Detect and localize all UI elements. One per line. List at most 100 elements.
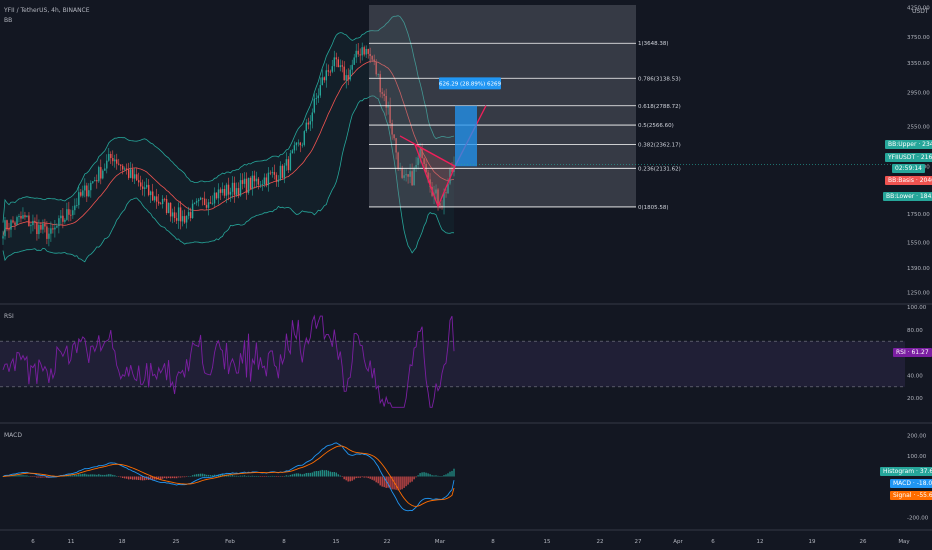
candle-body bbox=[253, 175, 256, 182]
fib-level-label: 0.786(3138.53) bbox=[638, 76, 681, 82]
macd-histogram-bar bbox=[185, 476, 188, 477]
candle-body bbox=[275, 174, 278, 182]
candle-body bbox=[405, 174, 407, 176]
macd-histogram-bar bbox=[152, 476, 154, 480]
macd-histogram-bar bbox=[108, 474, 110, 477]
candle-body bbox=[277, 179, 280, 182]
macd-histogram-bar bbox=[132, 476, 134, 480]
macd-histogram-bar bbox=[26, 475, 28, 477]
macd-histogram-bar bbox=[441, 476, 443, 477]
macd-histogram-bar bbox=[213, 474, 216, 477]
macd-histogram-bar bbox=[241, 475, 244, 477]
rsi-line bbox=[2, 314, 455, 408]
bb-fill bbox=[3, 15, 454, 262]
candle-body bbox=[26, 215, 28, 218]
macd-histogram-bar bbox=[347, 476, 349, 482]
candle-body bbox=[239, 180, 242, 196]
macd-histogram-bar bbox=[203, 474, 206, 477]
macd-histogram-bar bbox=[181, 476, 184, 478]
price-axis-label: 1550.00 bbox=[907, 240, 930, 246]
candle-body bbox=[373, 59, 375, 62]
macd-histogram-bar bbox=[305, 473, 307, 477]
macd-histogram-bar bbox=[375, 476, 377, 483]
macd-histogram-bar bbox=[110, 474, 112, 477]
candle-body bbox=[351, 64, 353, 70]
macd-histogram-bar bbox=[355, 476, 357, 479]
macd-histogram-bar bbox=[78, 474, 80, 477]
price-axis-label: 2950.00 bbox=[907, 91, 930, 97]
candle-body bbox=[104, 168, 106, 171]
macd-line bbox=[2, 442, 455, 512]
candle-body bbox=[20, 216, 22, 219]
macd-histogram-bar bbox=[263, 476, 266, 477]
candle-body bbox=[447, 183, 449, 194]
candle-body bbox=[363, 47, 365, 55]
candle-body bbox=[385, 96, 387, 108]
rsi-axis-label: 20.00 bbox=[907, 396, 923, 402]
macd-pane-label[interactable]: MACD bbox=[4, 432, 22, 439]
candle-body bbox=[409, 171, 411, 177]
candle-body bbox=[357, 50, 359, 55]
candle-body bbox=[197, 199, 200, 202]
candle-body bbox=[118, 163, 120, 165]
macd-histogram-bar bbox=[431, 475, 433, 477]
macd-histogram-bar bbox=[349, 476, 351, 482]
histogram-value-tag: Histogram · 37.66 bbox=[880, 467, 932, 476]
candle-body bbox=[165, 199, 168, 213]
rsi-pane-label[interactable]: RSI bbox=[4, 313, 14, 320]
macd-histogram-bar bbox=[351, 476, 353, 481]
drawing-overlay: 1(3648.38) 0.786(3138.53) 0.618(2788.72) 0.… bbox=[369, 5, 905, 211]
candle-body bbox=[76, 205, 78, 206]
macd-histogram-bar bbox=[161, 476, 164, 479]
macd-histogram-bar bbox=[381, 476, 383, 487]
candle-body bbox=[313, 98, 315, 113]
price-axis-label: 4250.00 bbox=[907, 6, 930, 12]
candle-body bbox=[16, 217, 18, 225]
candle-body bbox=[427, 172, 429, 180]
candle-body bbox=[152, 191, 154, 201]
macd-histogram-bar bbox=[28, 476, 30, 477]
candle-body bbox=[389, 105, 391, 123]
macd-histogram-bar bbox=[227, 475, 230, 477]
candle-body bbox=[231, 182, 234, 192]
candle-body bbox=[449, 168, 451, 184]
candle-body bbox=[100, 167, 102, 179]
macd-histogram-bar bbox=[271, 475, 274, 477]
candle-body bbox=[169, 202, 172, 217]
macd-histogram-bar bbox=[38, 476, 40, 478]
macd-histogram-bar bbox=[160, 476, 162, 480]
symbol-title[interactable]: YFII / TetherUS, 4h, BINANCE bbox=[4, 7, 90, 14]
macd-histogram-bar bbox=[409, 476, 411, 483]
bb-indicator-label[interactable]: BB bbox=[4, 17, 13, 24]
candle-body bbox=[58, 218, 60, 227]
macd-histogram-bar bbox=[146, 476, 148, 480]
macd-histogram-bar bbox=[201, 473, 204, 477]
candle-body bbox=[305, 122, 307, 131]
macd-histogram-bar bbox=[299, 473, 301, 477]
candle-body bbox=[78, 192, 80, 206]
candle-body bbox=[273, 172, 276, 175]
candle-body bbox=[381, 92, 383, 94]
macd-histogram-bar bbox=[231, 475, 234, 477]
candle-body bbox=[183, 216, 186, 223]
macd-histogram-bar bbox=[189, 476, 192, 477]
macd-histogram-bar bbox=[391, 476, 393, 490]
macd-histogram-bar bbox=[22, 475, 24, 477]
time-axis-label: 19 bbox=[809, 539, 816, 545]
macd-histogram-bar bbox=[120, 476, 122, 478]
candle-body bbox=[327, 70, 329, 72]
candle-body bbox=[96, 180, 98, 182]
macd-histogram-bar bbox=[265, 476, 268, 477]
candle-body bbox=[309, 121, 311, 125]
macd-histogram-bar bbox=[425, 472, 427, 477]
candle-body bbox=[233, 182, 236, 195]
time-axis-label: 8 bbox=[282, 539, 286, 545]
candle-body bbox=[98, 167, 100, 182]
macd-histogram-bar bbox=[140, 476, 142, 481]
macd-histogram-bar bbox=[40, 476, 42, 478]
macd-histogram-bar bbox=[379, 476, 381, 486]
macd-histogram-bar bbox=[407, 476, 409, 485]
macd-histogram-bar bbox=[279, 476, 282, 477]
macd-histogram-bar bbox=[365, 476, 367, 478]
